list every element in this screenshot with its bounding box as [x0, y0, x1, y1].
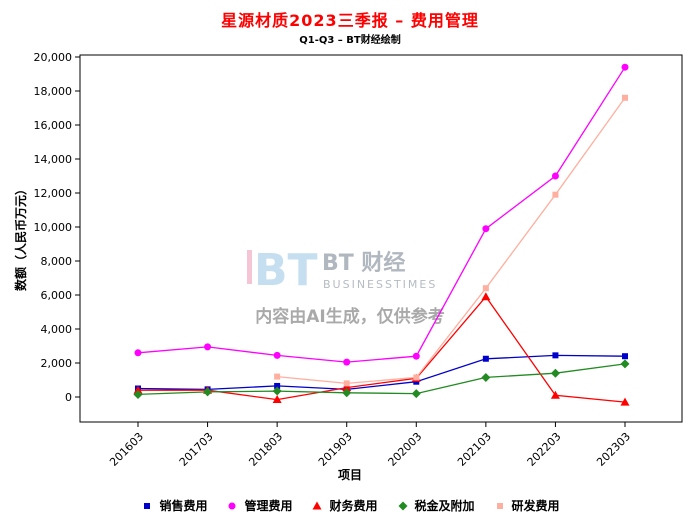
circle-marker-icon — [228, 502, 236, 509]
square-marker-icon — [496, 502, 503, 509]
watermark: BT BT 财经 BUSINESSTIMES 内容由AI生成，仅供参考 — [247, 245, 445, 327]
triangle-marker-icon — [312, 501, 322, 509]
y-tick-label: 20,000 — [34, 51, 73, 64]
x-tick-label: 202003 — [386, 430, 425, 469]
legend-label: 税金及附加 — [414, 499, 475, 513]
y-tick-label: 10,000 — [34, 221, 73, 234]
diamond-marker-icon — [398, 501, 407, 510]
y-tick-label: 18,000 — [34, 85, 73, 98]
chart-title: 星源材质2023三季报 – 费用管理 — [221, 11, 479, 30]
watermark-disclaimer: 内容由AI生成，仅供参考 — [255, 306, 444, 327]
y-tick-label: 12,000 — [34, 187, 73, 200]
y-tick-label: 4,000 — [41, 323, 73, 336]
legend-item: 税金及附加 — [396, 497, 475, 514]
plot-area: BT BT 财经 BUSINESSTIMES 内容由AI生成，仅供参考 0 2,000 4,… — [34, 51, 683, 469]
y-tick-label: 2,000 — [41, 357, 73, 370]
x-tick-label: 201703 — [177, 430, 216, 469]
y-tick-label: 16,000 — [34, 119, 73, 132]
x-ticks: 201603 201703 201803 201903 202003 202103 2022… — [107, 422, 633, 469]
watermark-brand: BT 财经 — [322, 250, 405, 276]
legend: 销售费用 管理费用 财务费用 税金及附加 研发费用 — [0, 497, 700, 514]
legend-label: 管理费用 — [244, 499, 293, 513]
series-1 — [134, 63, 629, 366]
x-tick-label: 201603 — [107, 430, 146, 469]
y-tick-label: 8,000 — [41, 255, 73, 268]
legend-item: 管理费用 — [225, 497, 292, 514]
y-tick-label: 0 — [65, 391, 72, 404]
x-tick-label: 201803 — [246, 430, 285, 469]
x-tick-label: 202303 — [594, 430, 633, 469]
plot-border — [79, 54, 683, 423]
watermark-brand-sub: BUSINESSTIMES — [323, 278, 437, 291]
series-4 — [274, 94, 628, 387]
legend-item: 财务费用 — [310, 497, 378, 514]
y-tick-label: 14,000 — [34, 153, 73, 166]
chart-subtitle: Q1-Q3 – BT财经绘制 — [299, 35, 401, 46]
square-marker-icon — [144, 502, 151, 509]
legend-label: 研发费用 — [511, 499, 560, 513]
x-tick-label: 202103 — [455, 430, 494, 469]
legend-item: 销售费用 — [140, 497, 207, 514]
legend-label: 财务费用 — [329, 499, 378, 513]
legend-item: 研发费用 — [493, 497, 560, 514]
y-tick-label: 6,000 — [41, 289, 73, 302]
x-tick-label: 202203 — [525, 430, 564, 469]
legend-label: 销售费用 — [159, 499, 208, 513]
y-ticks: 0 2,000 4,000 6,000 8,000 10,000 12,000 14,000 1… — [34, 51, 80, 404]
x-axis-label: 项目 — [337, 468, 362, 482]
watermark-logo: BT — [254, 245, 318, 296]
series-3 — [133, 359, 630, 399]
x-tick-label: 201903 — [316, 430, 355, 469]
